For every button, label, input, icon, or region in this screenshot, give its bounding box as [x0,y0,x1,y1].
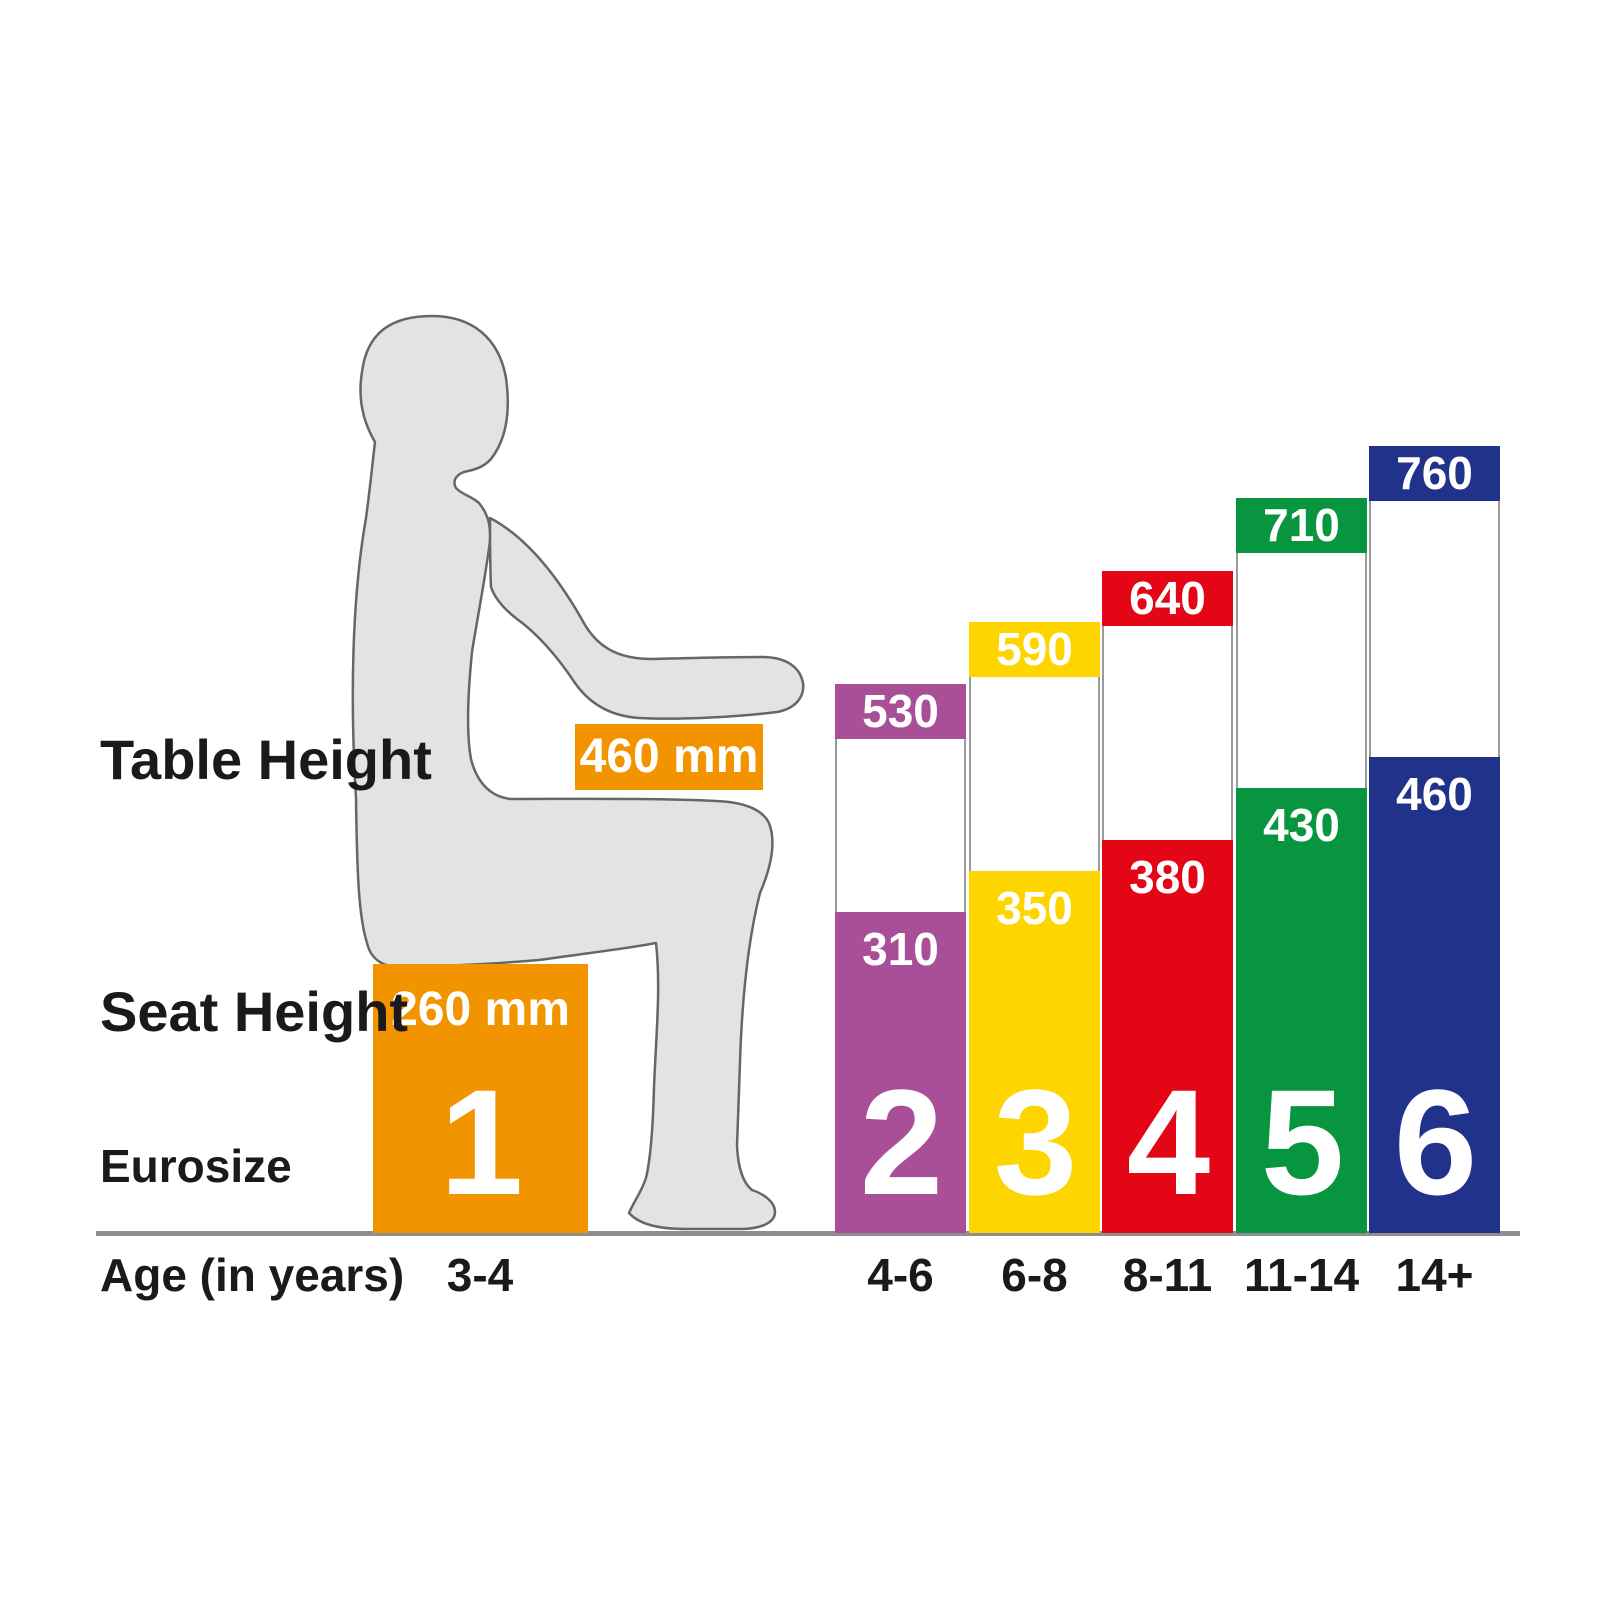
eurosize-numeral-6: 6 [1393,1058,1477,1226]
table-height-value-2: 530 [835,684,966,739]
age-label: Age (in years) [100,1249,405,1301]
table-height-value-3: 590 [969,622,1100,677]
table-height-value-6: 760 [1369,446,1500,501]
seat-height-value-6: 460 [1396,768,1473,820]
bar-mid-6 [1369,501,1500,757]
age-value-6: 14+ [1395,1249,1474,1301]
seat-section-2: 310 2 [835,912,966,1233]
age-value-3: 6-8 [1001,1249,1068,1301]
seat-height-value-1: 260 mm [391,983,570,1036]
seat-height-value-5: 430 [1263,799,1340,851]
seat-section-4: 380 4 [1102,840,1233,1233]
seat-height-box-1: 260 mm 1 [373,964,588,1233]
eurosize-numeral-5: 5 [1260,1058,1344,1226]
table-height-value-5: 710 [1236,498,1367,553]
table-height-label: Table Height [100,728,432,791]
eurosize-numeral-1: 1 [439,1058,523,1226]
eurosize-2-bar: 530 310 2 [835,684,966,1233]
age-value-2: 4-6 [867,1249,934,1301]
eurosize-5-bar: 710 430 5 [1236,498,1367,1233]
eurosize-numeral-4: 4 [1126,1058,1210,1226]
seat-section-5: 430 5 [1236,788,1367,1233]
baseline-axis [96,1231,1520,1236]
silhouette-arm [488,516,805,720]
eurosize-3-bar: 590 350 3 [969,622,1100,1233]
age-value-1: 3-4 [446,1249,514,1301]
eurosize-numeral-3: 3 [993,1058,1077,1226]
seat-height-value-2: 310 [862,923,939,975]
table-height-box-1: 460 mm [575,724,763,790]
table-height-value-4: 640 [1102,571,1233,626]
eurosize-numeral-2: 2 [859,1058,943,1226]
age-value-5: 11-14 [1243,1249,1360,1301]
eurosize-4-bar: 640 380 4 [1102,571,1233,1233]
table-height-value-1: 460 mm [579,730,759,783]
bar-mid-3 [969,677,1100,871]
seat-height-value-3: 350 [996,882,1073,934]
seat-section-3: 350 3 [969,871,1100,1233]
bar-mid-4 [1102,626,1233,840]
seat-section-6: 460 6 [1369,757,1500,1233]
seat-height-label: Seat Height [100,980,409,1043]
age-value-4: 8-11 [1122,1249,1213,1301]
seat-height-value-4: 380 [1129,851,1206,903]
eurosize-label: Eurosize [100,1140,292,1192]
eurosize-6-bar: 760 460 6 [1369,446,1500,1233]
bar-mid-5 [1236,553,1367,788]
bar-mid-2 [835,739,966,912]
